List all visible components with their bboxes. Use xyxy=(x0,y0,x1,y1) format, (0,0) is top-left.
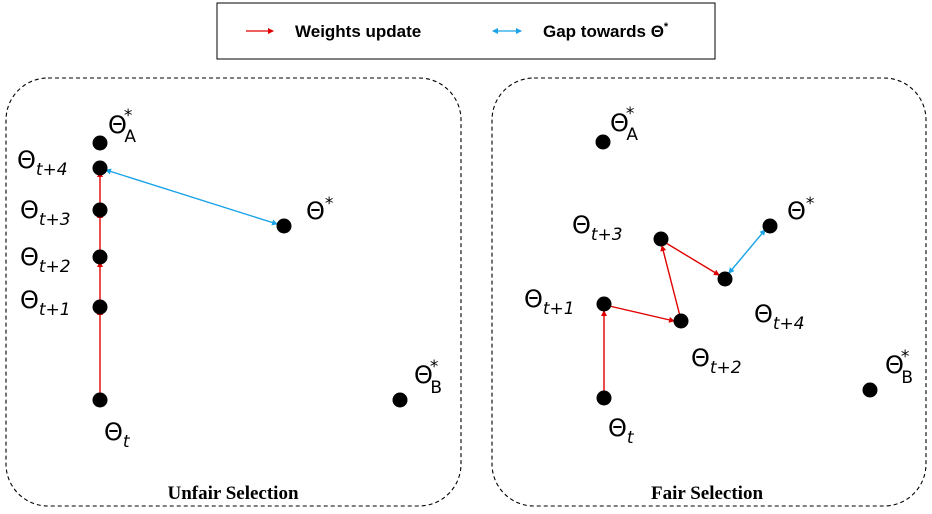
point-theta-star xyxy=(762,218,778,234)
label-theta-t: Θt xyxy=(104,418,131,452)
point-theta-b-star xyxy=(392,392,408,408)
label-theta-a-star: Θ* A xyxy=(108,106,136,147)
label-theta-star: Θ* xyxy=(306,194,333,225)
point-theta-b-star xyxy=(862,382,878,398)
weights-update-arrow xyxy=(660,239,720,276)
point-theta-t1 xyxy=(92,299,108,315)
label-theta-t3: Θt+3 xyxy=(20,196,71,230)
point-theta-t xyxy=(596,390,612,406)
legend-box xyxy=(216,2,716,60)
label-theta-t4: Θt+4 xyxy=(754,300,805,334)
unfair-selection-panel: Θ* A Θt+4 Θ* Θt+3 Θt+2 Θt+1 Θ* B Θt Unfair… xyxy=(5,77,462,507)
point-theta-a-star xyxy=(595,134,611,150)
gap-legend-label: Gap towards Θ* xyxy=(543,21,669,41)
gap-arrow xyxy=(105,168,278,226)
legend: Weights update Gap towards Θ* xyxy=(216,2,716,60)
label-theta-t1: Θt+1 xyxy=(524,285,575,319)
label-theta-t: Θt xyxy=(608,414,635,448)
point-theta-a-star xyxy=(92,135,108,151)
label-theta-t2: Θt+2 xyxy=(20,243,71,277)
label-theta-t2: Θt+2 xyxy=(691,344,742,378)
gap-arrow xyxy=(728,229,766,274)
weights-update-arrow xyxy=(660,245,682,321)
point-theta-t xyxy=(92,392,108,408)
weights-update-arrow xyxy=(604,304,675,323)
label-theta-t4: Θt+4 xyxy=(17,146,68,180)
point-theta-t3 xyxy=(653,231,669,247)
label-theta-t1: Θt+1 xyxy=(20,286,71,320)
point-theta-t1 xyxy=(596,296,612,312)
label-theta-b-star: Θ* B xyxy=(885,347,913,388)
point-theta-t4 xyxy=(717,271,733,287)
weights-update-legend-label: Weights update xyxy=(295,22,421,41)
label-theta-a-star: Θ* A xyxy=(610,104,638,145)
point-theta-t2 xyxy=(673,313,689,329)
label-theta-t3: Θt+3 xyxy=(572,211,623,245)
panel-title: Fair Selection xyxy=(651,483,763,504)
point-theta-t3 xyxy=(92,202,108,218)
point-theta-t4 xyxy=(92,160,108,176)
point-theta-t2 xyxy=(92,249,108,265)
label-theta-star: Θ* xyxy=(787,194,814,225)
fair-selection-panel: Θ* A Θ* Θt+3 Θt+4 Θt+1 Θt+2 Θ* B Θt Fair S… xyxy=(491,77,927,507)
label-theta-b-star: Θ* B xyxy=(414,357,442,398)
panel-frame xyxy=(491,77,927,507)
panel-title: Unfair Selection xyxy=(167,483,298,504)
point-theta-star xyxy=(276,218,292,234)
panel-frame xyxy=(5,77,462,507)
